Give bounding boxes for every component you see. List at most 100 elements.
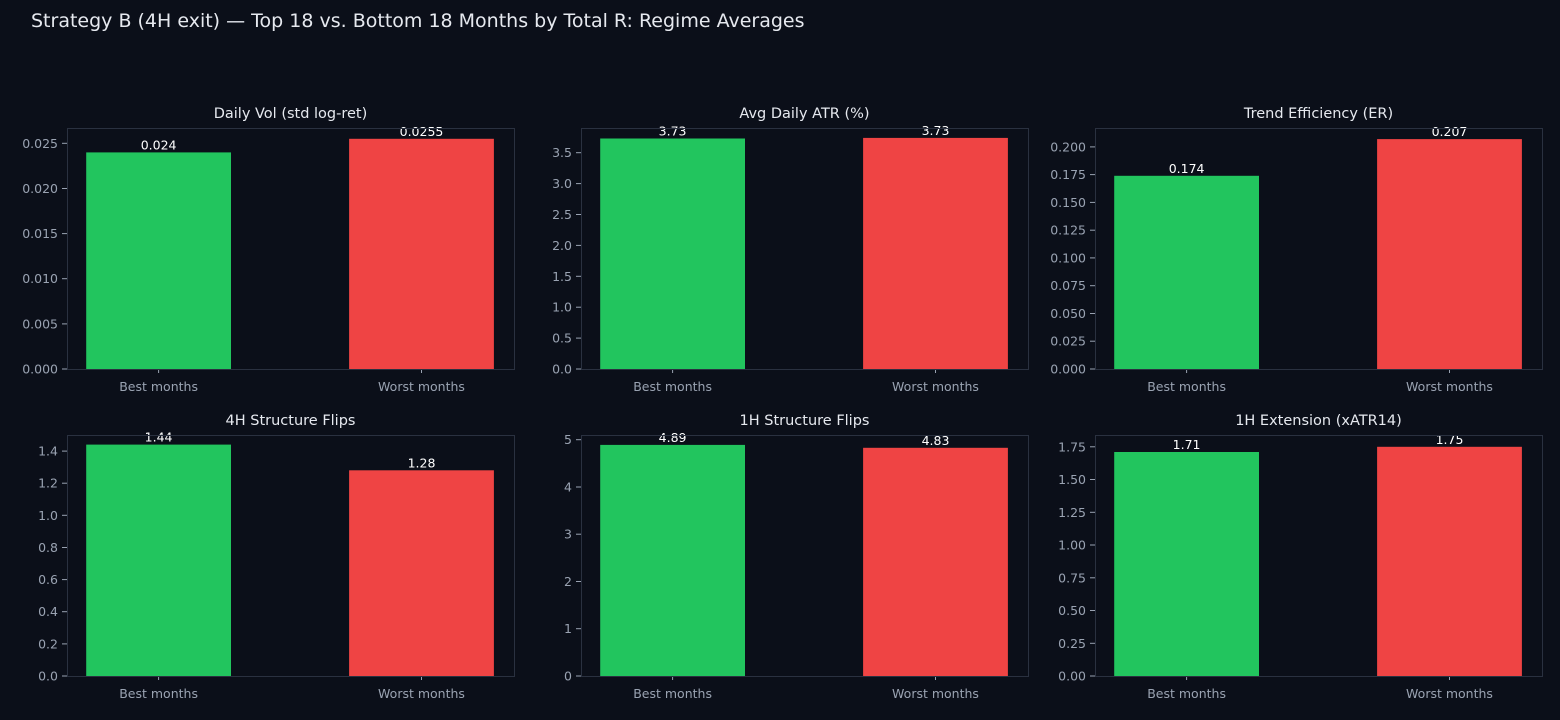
chart-1-title: Avg Daily ATR (%) [739, 106, 869, 122]
chart-5-xtick-label-0: Best months [1147, 686, 1226, 701]
chart-5-value-label-0: 1.71 [1173, 437, 1201, 452]
chart-2-ytick-label-2: 0.050 [1050, 306, 1086, 321]
chart-5-bar-0 [1114, 452, 1259, 676]
chart-0-ytick-label-3: 0.015 [22, 226, 58, 241]
chart-4-ytick-label-4: 4 [564, 480, 572, 495]
chart-1-ytick-label-5: 2.5 [552, 207, 572, 222]
chart-2-bar-1 [1377, 139, 1522, 369]
chart-2-frame [1095, 128, 1543, 370]
chart-5-ytick-label-6: 1.50 [1058, 472, 1086, 487]
chart-3-ytick-label-0: 0.0 [38, 669, 58, 684]
chart-4-frame [581, 435, 1029, 677]
chart-3-ytick-label-5: 1.0 [38, 508, 58, 523]
chart-0-ytick-label-4: 0.020 [22, 181, 58, 196]
chart-4-bar-0 [600, 444, 745, 676]
chart-5-ytick-label-0: 0.00 [1058, 669, 1086, 684]
chart-2-ytick-label-6: 0.150 [1050, 195, 1086, 210]
chart-1-ytick-label-1: 0.5 [552, 331, 572, 346]
chart-1-xtick-label-0: Best months [633, 379, 712, 394]
chart-0-bar-0 [86, 152, 231, 369]
chart-2-xtick-label-1: Worst months [1406, 379, 1493, 394]
chart-2-title: Trend Efficiency (ER) [1243, 106, 1393, 122]
chart-1-panel: 3.73 Best months 3.73 Worst months 0.0 0.5 1.0… [552, 106, 1029, 394]
chart-3-panel: 1.44 Best months 1.28 Worst months 0.0 0.2 0.4… [38, 413, 515, 701]
chart-3-ytick-label-6: 1.2 [38, 476, 58, 491]
chart-3-bar-1 [349, 470, 494, 676]
figure-title: Strategy B (4H exit) — Top 18 vs. Bottom… [31, 10, 805, 32]
chart-3-ytick-label-4: 0.8 [38, 540, 58, 555]
chart-1-value-label-0: 3.73 [659, 124, 687, 139]
chart-2-value-label-0: 0.174 [1169, 161, 1205, 176]
chart-1-bar-1 [863, 137, 1008, 369]
chart-3-bar-0 [86, 444, 231, 676]
chart-0-title: Daily Vol (std log-ret) [214, 106, 368, 122]
chart-5-bar-1 [1377, 446, 1522, 676]
chart-2-ytick-label-7: 0.175 [1050, 167, 1086, 182]
chart-2-ytick-label-8: 0.200 [1050, 139, 1086, 154]
chart-1-ytick-label-0: 0.0 [552, 362, 572, 377]
chart-3-ytick-label-1: 0.2 [38, 636, 58, 651]
chart-1-ytick-label-3: 1.5 [552, 269, 572, 284]
chart-2-xtick-label-0: Best months [1147, 379, 1226, 394]
chart-5-value-label-1: 1.75 [1436, 432, 1464, 447]
chart-3-ytick-label-2: 0.4 [38, 604, 58, 619]
chart-5-ytick-label-1: 0.25 [1058, 636, 1086, 651]
chart-0-ytick-label-0: 0.000 [22, 362, 58, 377]
chart-5-xtick-label-1: Worst months [1406, 686, 1493, 701]
chart-3-xtick-label-1: Worst months [378, 686, 465, 701]
chart-4-xtick-label-0: Best months [633, 686, 712, 701]
chart-4-value-label-1: 4.83 [922, 433, 950, 448]
chart-3-ytick-label-3: 0.6 [38, 572, 58, 587]
chart-4-bar-1 [863, 447, 1008, 676]
chart-5-ytick-label-5: 1.25 [1058, 505, 1086, 520]
chart-4-panel: 4.89 Best months 4.83 Worst months 0 1 2 3 4 5 1H … [564, 413, 1029, 701]
chart-0-ytick-label-1: 0.005 [22, 316, 58, 331]
chart-1-ytick-label-6: 3.0 [552, 176, 572, 191]
chart-4-ytick-label-5: 5 [564, 432, 572, 447]
chart-2-value-label-1: 0.207 [1432, 124, 1468, 139]
chart-0-ytick-label-5: 0.025 [22, 136, 58, 151]
chart-2-ytick-label-1: 0.025 [1050, 334, 1086, 349]
chart-4-xtick-label-1: Worst months [892, 686, 979, 701]
chart-0-value-label-1: 0.0255 [400, 124, 444, 139]
chart-1-ytick-label-2: 1.0 [552, 300, 572, 315]
chart-5-ytick-label-4: 1.00 [1058, 538, 1086, 553]
chart-1-ytick-label-7: 3.5 [552, 145, 572, 160]
chart-0-value-label-0: 0.024 [141, 137, 177, 152]
chart-1-xtick-label-1: Worst months [892, 379, 979, 394]
chart-2-bar-0 [1114, 175, 1259, 369]
chart-2-ytick-label-4: 0.100 [1050, 250, 1086, 265]
chart-4-value-label-0: 4.89 [659, 430, 687, 445]
chart-3-xtick-label-0: Best months [119, 686, 198, 701]
chart-4-ytick-label-2: 2 [564, 574, 572, 589]
chart-2-ytick-label-5: 0.125 [1050, 223, 1086, 238]
chart-3-value-label-0: 1.44 [145, 430, 173, 445]
chart-5-ytick-label-3: 0.75 [1058, 570, 1086, 585]
chart-3-frame [67, 435, 515, 677]
chart-2-panel: 0.174 Best months 0.207 Worst months 0.000 0.… [1050, 106, 1543, 394]
chart-2-ytick-label-0: 0.000 [1050, 362, 1086, 377]
chart-4-ytick-label-0: 0 [564, 669, 572, 684]
chart-5-ytick-label-7: 1.75 [1058, 439, 1086, 454]
chart-1-ytick-label-4: 2.0 [552, 238, 572, 253]
chart-2-ytick-label-3: 0.075 [1050, 278, 1086, 293]
chart-1-frame [581, 128, 1029, 370]
chart-0-ytick-label-2: 0.010 [22, 271, 58, 286]
chart-3-ytick-label-7: 1.4 [38, 444, 58, 459]
chart-4-title: 1H Structure Flips [740, 413, 870, 429]
chart-0-bar-1 [349, 138, 494, 369]
chart-0-frame [67, 128, 515, 370]
chart-5-panel: 1.71 Best months 1.75 Worst months 0.00 0.25 0… [1058, 413, 1543, 701]
chart-3-value-label-1: 1.28 [408, 455, 436, 470]
chart-5-title: 1H Extension (xATR14) [1235, 413, 1402, 429]
chart-0-panel: 0.024 Best months 0.0255 Worst months 0.000 0… [22, 106, 515, 394]
chart-4-ytick-label-1: 1 [564, 621, 572, 636]
chart-4-ytick-label-3: 3 [564, 527, 572, 542]
chart-3-title: 4H Structure Flips [226, 413, 356, 429]
chart-1-value-label-1: 3.73 [922, 123, 950, 138]
chart-1-bar-0 [600, 138, 745, 369]
chart-0-xtick-label-1: Worst months [378, 379, 465, 394]
chart-0-xtick-label-0: Best months [119, 379, 198, 394]
